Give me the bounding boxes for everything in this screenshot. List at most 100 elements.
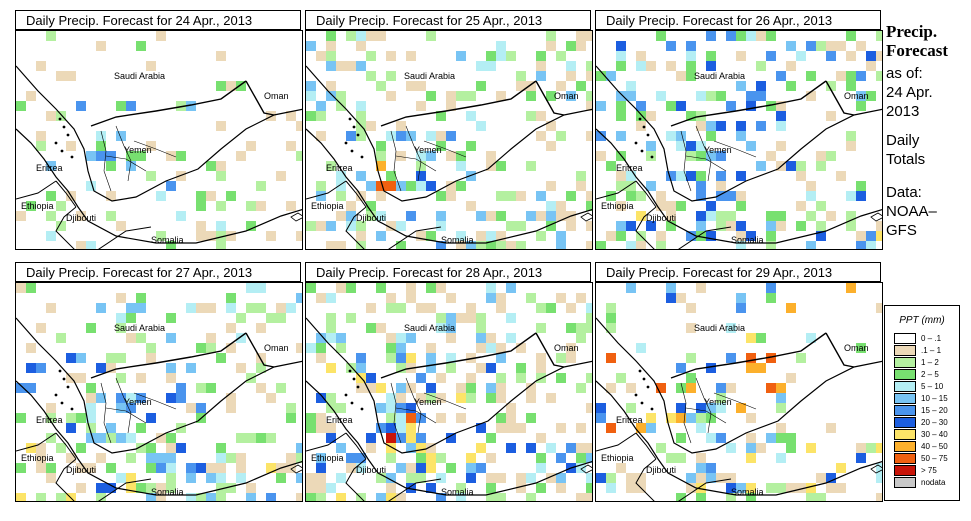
precip-cell [666, 201, 676, 211]
border-line [16, 432, 77, 501]
precip-cell [166, 463, 176, 473]
precip-cell [166, 313, 176, 323]
label-djibouti: Djibouti [356, 213, 386, 223]
precip-cell [106, 151, 116, 161]
precip-cell [406, 433, 416, 443]
precip-cell [516, 473, 526, 483]
precip-cell [196, 463, 206, 473]
precip-cell [406, 333, 416, 343]
precip-cell [36, 323, 46, 333]
precip-cell [476, 343, 486, 353]
precip-cell [426, 231, 436, 241]
precip-cell [646, 221, 656, 231]
precip-cell [646, 151, 656, 161]
precip-cell [416, 151, 426, 161]
precip-cell [706, 363, 716, 373]
precip-cell [306, 111, 316, 121]
precip-cell [776, 383, 786, 393]
precip-cell [776, 141, 786, 151]
precip-cell [246, 483, 256, 493]
precip-cell [806, 443, 816, 453]
border-line [596, 180, 657, 249]
precip-cell [746, 483, 756, 493]
precip-cell [436, 453, 446, 463]
precip-cell [116, 101, 126, 111]
precip-cell [686, 413, 696, 423]
legend-swatch [894, 404, 916, 416]
precip-cell [706, 201, 716, 211]
precip-cell [136, 41, 146, 51]
precip-cell [686, 231, 696, 241]
precip-cell [416, 463, 426, 473]
precip-cell [376, 81, 386, 91]
precip-cell [806, 181, 816, 191]
precip-cell [546, 121, 556, 131]
precip-cell [766, 31, 776, 41]
border-line [16, 128, 302, 244]
precip-cell [536, 111, 546, 121]
island-mark [54, 141, 58, 145]
precip-cell [16, 493, 26, 501]
precip-cell [626, 221, 636, 231]
precip-cell [56, 221, 66, 231]
precip-cell [656, 201, 666, 211]
precip-cell [76, 373, 86, 383]
label-eritrea: Eritrea [616, 163, 643, 173]
precip-cell [676, 453, 686, 463]
side-info: Precip. Forecast as of: 24 Apr. 2013 Dai… [886, 22, 971, 240]
precip-cell [496, 91, 506, 101]
precip-cell [106, 423, 116, 433]
precip-cell [466, 241, 476, 249]
precip-cell [496, 353, 506, 363]
precip-cell [166, 241, 176, 249]
precip-cell [96, 363, 106, 373]
precip-cell [66, 353, 76, 363]
precip-cell [766, 151, 776, 161]
precip-cell [476, 423, 486, 433]
precip-cell [726, 483, 736, 493]
precip-cell [676, 493, 686, 501]
precip-cell [446, 433, 456, 443]
precip-cell [796, 353, 806, 363]
precip-cell [376, 211, 386, 221]
precip-cell [446, 293, 456, 303]
precip-cell [826, 483, 836, 493]
precip-cell [386, 343, 396, 353]
precip-cell [506, 413, 516, 423]
precip-cell [46, 231, 56, 241]
precip-cell [346, 363, 356, 373]
precip-cell [716, 403, 726, 413]
precip-cell [366, 31, 376, 41]
asof-date-line1: 24 Apr. [886, 84, 933, 101]
precip-cell [346, 453, 356, 463]
precip-cell [456, 413, 466, 423]
precip-cell [786, 303, 796, 313]
precip-cell [386, 303, 396, 313]
legend-swatch [894, 440, 916, 452]
precip-cell [76, 483, 86, 493]
precip-cell [586, 493, 592, 501]
legend-swatch [894, 452, 916, 464]
precip-cell [416, 171, 426, 181]
precip-cell [96, 433, 106, 443]
legend-title: PPT (mm) [899, 315, 945, 326]
precip-cell [226, 293, 236, 303]
precip-cell [716, 191, 726, 201]
precip-cell [86, 413, 96, 423]
asof-date-line2: 2013 [886, 103, 920, 120]
precip-cell [696, 463, 706, 473]
precip-cell [396, 151, 406, 161]
precip-cell [246, 493, 256, 501]
label-saudi-arabia: Saudi Arabia [694, 71, 745, 81]
precip-cell [96, 131, 106, 141]
precip-cell [856, 41, 866, 51]
precip-map: Saudi Arabia Oman Yemen Eritrea Ethiopia Djib… [305, 30, 593, 250]
precip-cell [376, 493, 386, 501]
precip-cell [386, 473, 396, 483]
precip-cell [596, 403, 606, 413]
precip-cell [196, 303, 206, 313]
precip-cell [526, 293, 536, 303]
precip-cell [126, 333, 136, 343]
precip-cell [376, 141, 386, 151]
precip-cell [116, 221, 126, 231]
